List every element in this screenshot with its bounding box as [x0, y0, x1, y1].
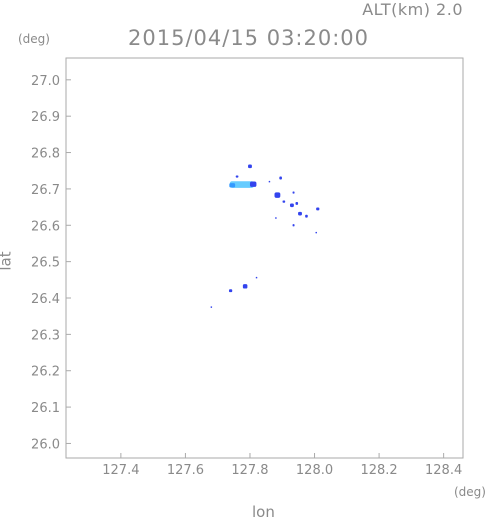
- radar-echo: [268, 180, 271, 183]
- radar-echo: [295, 202, 299, 205]
- x-tick-label: 127.6: [167, 463, 204, 478]
- timestamp-title: 2015/04/15 03:20:00: [128, 26, 370, 50]
- x-tick-label: 127.8: [231, 463, 268, 478]
- radar-echo: [289, 203, 294, 208]
- y-axis-unit: (deg): [18, 32, 50, 46]
- y-tick-label: 26.4: [31, 292, 60, 307]
- radar-echo: [298, 211, 302, 216]
- radar-echo: [292, 191, 295, 194]
- radar-echo: [248, 164, 252, 169]
- radar-echo: [279, 176, 282, 180]
- radar-echo: [255, 276, 258, 279]
- echo-group: [210, 164, 320, 308]
- altitude-label: ALT(km) 2.0: [362, 0, 463, 19]
- x-tick-label: 128.4: [425, 463, 462, 478]
- radar-echo: [282, 200, 286, 203]
- y-ticks-group: 27.0 26.9 26.8 26.7 26.6 26.5 26.4 26.3 26.2 26.1…: [31, 74, 71, 452]
- x-tick-label: 127.4: [102, 463, 139, 478]
- radar-echo: [316, 207, 320, 211]
- x-tick-label: 128.0: [296, 463, 333, 478]
- y-tick-label: 26.0: [31, 437, 60, 452]
- radar-echo: [292, 224, 295, 227]
- radar-echo: [228, 289, 233, 293]
- radar-echo: [229, 183, 236, 188]
- plot-frame: [65, 57, 464, 459]
- radar-echo: [275, 217, 277, 219]
- x-axis-unit: (deg): [454, 485, 486, 499]
- y-tick-label: 26.2: [31, 365, 60, 380]
- radar-echo: [235, 175, 239, 178]
- y-tick-label: 26.3: [31, 328, 60, 343]
- y-tick-label: 27.0: [31, 74, 60, 89]
- y-tick-label: 26.5: [31, 256, 60, 271]
- x-axis-label: lon: [252, 503, 275, 521]
- radar-echo: [305, 214, 308, 218]
- x-ticks-group: 127.4 127.6 127.8 128.0 128.2 128.4: [102, 453, 462, 478]
- radar-echo: [229, 181, 255, 188]
- radar-echo: [210, 306, 213, 308]
- radar-echo: [249, 181, 257, 187]
- y-tick-label: 26.7: [31, 183, 60, 198]
- y-tick-label: 26.9: [31, 110, 60, 125]
- x-tick-label: 128.2: [360, 463, 397, 478]
- radar-echo: [274, 192, 281, 198]
- y-tick-label: 26.8: [31, 147, 60, 162]
- y-tick-label: 26.6: [31, 219, 60, 234]
- radar-echo: [315, 231, 317, 234]
- radar-echo: [242, 284, 248, 289]
- y-tick-label: 26.1: [31, 401, 60, 416]
